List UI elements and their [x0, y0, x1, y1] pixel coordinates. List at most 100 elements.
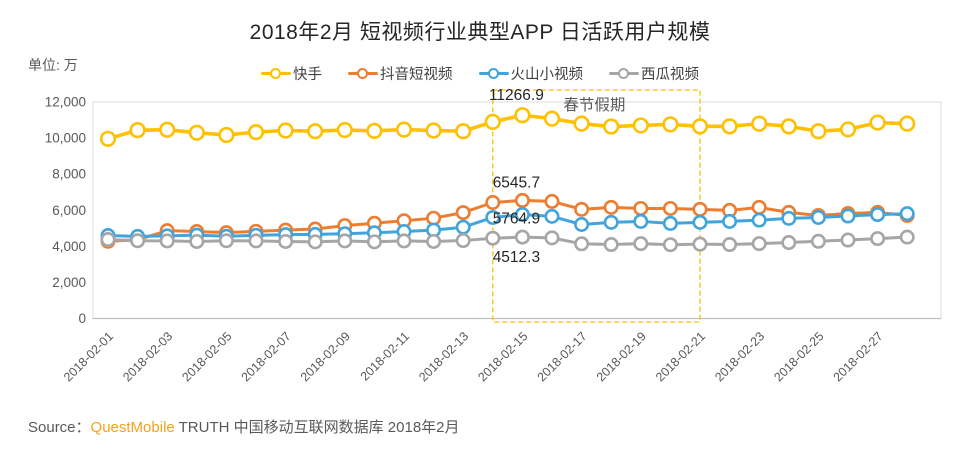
xigua-marker: [130, 233, 146, 249]
xigua-marker: [218, 233, 234, 249]
xigua-marker: [751, 236, 767, 252]
kuaishou-marker: [691, 118, 709, 135]
kuaishou-marker: [159, 121, 176, 138]
y-tick-label: 12,000: [45, 95, 86, 110]
kuaishou-marker: [425, 122, 442, 139]
xigua-marker: [485, 230, 501, 246]
x-tick-label: 2018-02-07: [239, 329, 294, 384]
douyin-marker: [633, 200, 649, 216]
kuaishou-marker: [188, 124, 205, 141]
source-suffix: TRUTH 中国移动互联网数据库 2018年2月: [174, 419, 460, 436]
xigua-marker: [544, 230, 560, 246]
legend-item-kuaishou[interactable]: 快手: [261, 63, 322, 84]
kuaishou-marker: [573, 115, 590, 132]
kuaishou-marker: [543, 110, 561, 127]
huoshan-marker: [574, 217, 590, 233]
douyin-marker: [485, 194, 501, 210]
xigua-marker: [574, 236, 590, 252]
kuaishou-marker: [247, 124, 265, 141]
xigua-marker: [810, 233, 826, 249]
xigua-marker: [722, 237, 738, 253]
xigua-marker: [248, 233, 264, 249]
legend-label-kuaishou: 快手: [293, 66, 322, 83]
x-tick-label: 2018-02-11: [358, 329, 412, 383]
xigua-marker: [455, 233, 471, 249]
legend-item-huoshan[interactable]: 火山小视频: [478, 63, 583, 84]
xigua-marker: [781, 235, 797, 251]
xigua-marker: [159, 233, 175, 249]
legend-marker-icon: [348, 67, 378, 79]
xigua-marker: [662, 237, 678, 253]
x-tick-label: 2018-02-23: [712, 329, 767, 384]
kuaishou-marker: [366, 122, 383, 139]
legend-marker-icon: [478, 67, 509, 79]
xigua-line: [106, 235, 909, 247]
xigua-marker: [307, 234, 323, 250]
y-tick-label: 4,000: [52, 239, 86, 254]
holiday-box-label: 春节假期: [563, 96, 625, 114]
huoshan-marker: [485, 209, 501, 225]
huoshan-marker: [840, 208, 856, 224]
douyin-marker: [426, 210, 442, 226]
douyin-marker: [662, 200, 678, 216]
kuaishou-marker: [307, 123, 324, 140]
huoshan-marker: [633, 213, 649, 229]
xigua-marker: [189, 233, 205, 249]
huoshan-marker: [692, 214, 708, 230]
huoshan-marker: [810, 209, 826, 225]
douyin-marker: [603, 199, 619, 215]
xigua-marker: [337, 233, 353, 249]
kuaishou-marker: [99, 130, 117, 147]
x-tick-label: 2018-02-09: [298, 329, 353, 384]
xigua-marker: [426, 233, 442, 249]
legend-marker-icon: [261, 67, 291, 79]
annotation-douyin: 6545.7: [493, 174, 540, 191]
douyin-line: [106, 198, 909, 243]
douyin-marker: [751, 199, 767, 215]
x-tick-label: 2018-02-13: [416, 329, 471, 384]
kuaishou-marker: [899, 115, 916, 132]
xigua-marker: [100, 231, 116, 247]
kuaishou-marker: [721, 118, 738, 135]
douyin-marker: [514, 192, 530, 208]
xigua-marker: [396, 233, 412, 249]
xigua-marker: [870, 231, 886, 247]
douyin-marker: [544, 193, 560, 209]
source-prefix: Source：: [28, 419, 91, 436]
x-tick-label: 2018-02-25: [771, 329, 826, 384]
xigua-marker: [366, 234, 382, 250]
kuaishou-marker: [484, 113, 501, 130]
kuaishou-marker: [395, 121, 413, 138]
x-tick-label: 2018-02-21: [653, 329, 708, 384]
huoshan-marker: [899, 206, 915, 222]
huoshan-marker: [781, 210, 797, 226]
kuaishou-marker: [662, 116, 679, 133]
legend-item-douyin[interactable]: 抖音短视频: [348, 63, 453, 84]
kuaishou-marker: [751, 115, 768, 132]
legend-label-douyin: 抖音短视频: [380, 66, 453, 83]
huoshan-marker: [544, 208, 560, 224]
x-tick-label: 2018-02-05: [179, 329, 234, 384]
huoshan-marker: [722, 213, 738, 229]
legend: 快手 抖音短视频 火山小视频 西瓜视频: [0, 62, 960, 84]
annotation-xigua: 4512.3: [493, 249, 540, 266]
huoshan-marker: [603, 214, 619, 230]
y-tick-label: 8,000: [52, 167, 86, 182]
kuaishou-marker: [839, 121, 857, 138]
y-tick-label: 10,000: [45, 131, 86, 146]
x-tick-label: 2018-02-03: [120, 329, 175, 384]
kuaishou-marker: [455, 123, 472, 140]
kuaishou-marker: [129, 122, 146, 139]
huoshan-marker: [662, 215, 678, 231]
kuaishou-marker: [514, 107, 531, 124]
legend-item-xigua[interactable]: 西瓜视频: [609, 63, 699, 84]
xigua-marker: [514, 229, 530, 245]
chart-title: 2018年2月 短视频行业典型APP 日活跃用户规模: [249, 21, 711, 44]
x-tick-label: 2018-02-27: [831, 329, 886, 384]
xigua-marker: [633, 236, 649, 252]
legend-marker-icon: [609, 67, 639, 79]
x-tick-label: 2018-02-01: [61, 329, 116, 384]
huoshan-marker: [514, 206, 530, 222]
huoshan-marker: [751, 212, 767, 228]
